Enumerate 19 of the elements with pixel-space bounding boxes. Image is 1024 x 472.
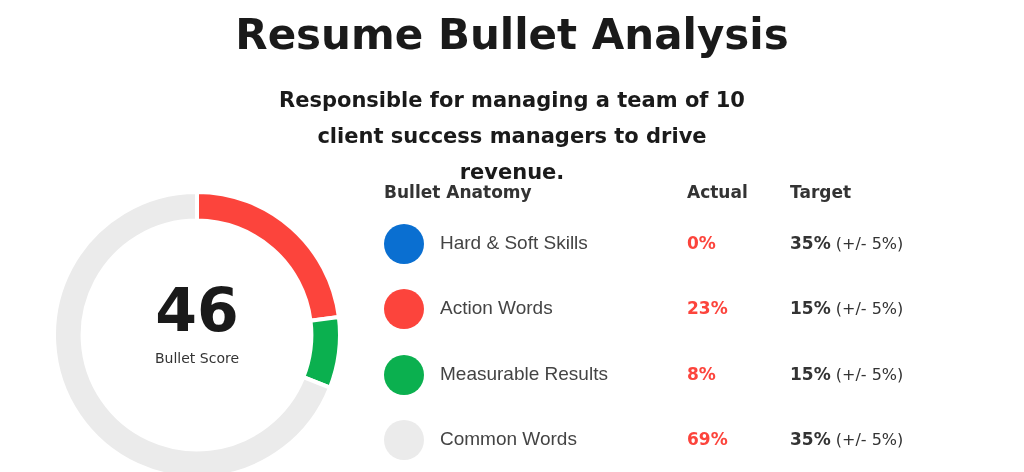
text: 35% (+/- 5%): [790, 428, 904, 449]
text: Bullet Anatomy: [384, 182, 532, 202]
chart-subtitle: Responsible for managing a team of 10 client success managers to drive revenue.: [279, 88, 745, 184]
data-label: 23%: [687, 298, 728, 319]
text: 0%: [687, 233, 716, 253]
data-label: 69%: [687, 428, 728, 449]
text: Target: [790, 182, 852, 202]
legend-label: Action Words: [440, 297, 553, 320]
text: Bullet Score: [154, 350, 240, 366]
legend-label: Hard & Soft Skills: [440, 232, 588, 254]
text: 46: [154, 275, 240, 345]
text: 15% (+/- 5%): [790, 363, 904, 384]
data-label: 8%: [687, 363, 716, 384]
text: 15% (+/- 5%): [790, 298, 904, 319]
chart-title: Resume Bullet Analysis: [234, 10, 790, 59]
legend-label: Measurable Results: [440, 362, 608, 385]
text: 35% (+/- 5%): [790, 233, 904, 253]
text: Actual: [687, 182, 748, 202]
legend-label: Common Words: [440, 427, 577, 450]
